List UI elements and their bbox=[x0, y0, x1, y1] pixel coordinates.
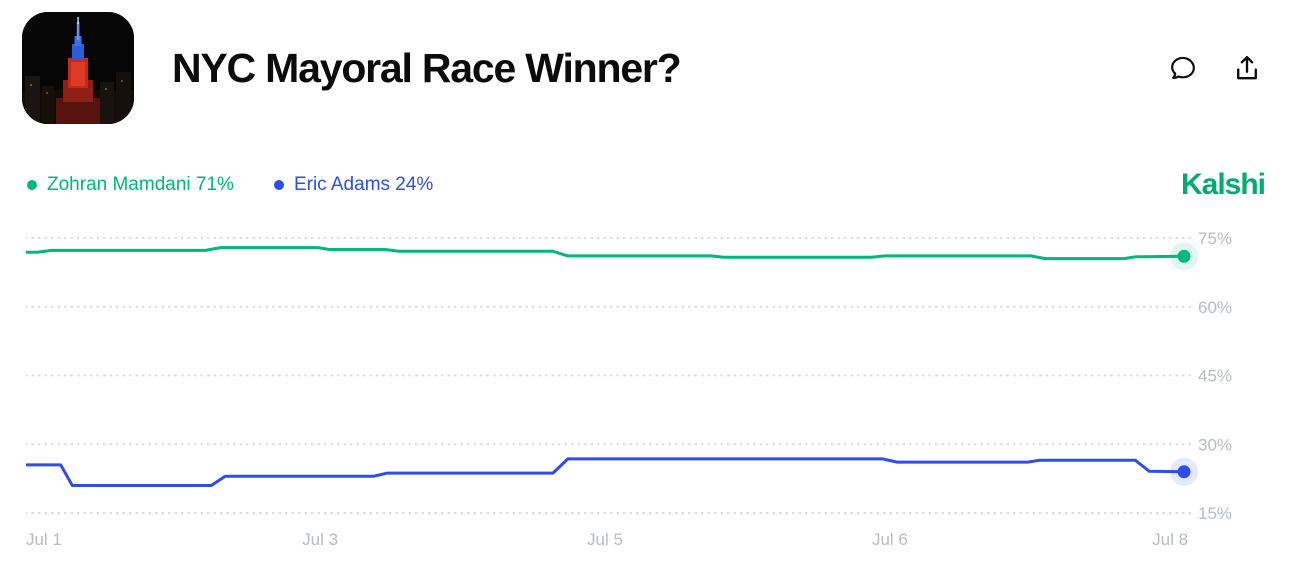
legend-item-mamdani: Zohran Mamdani 71% bbox=[27, 174, 234, 196]
share-button[interactable] bbox=[1232, 53, 1262, 83]
share-icon bbox=[1237, 56, 1257, 80]
comment-button[interactable] bbox=[1168, 53, 1198, 83]
x-tick-label: Jul 5 bbox=[587, 530, 623, 549]
legend-label: Eric Adams 24% bbox=[293, 174, 434, 195]
y-tick-label: 30% bbox=[1198, 435, 1232, 454]
empire-state-building-image bbox=[22, 12, 134, 124]
series-line bbox=[26, 457, 1186, 487]
chart-svg[interactable]: 75% 60% 45% 30% 15% Jul 1 Jul 3 Jul 5 Jul 6 Jul 8 bbox=[26, 210, 1266, 560]
y-tick-label: 75% bbox=[1198, 229, 1232, 248]
y-tick-label: 45% bbox=[1198, 367, 1232, 386]
series-line bbox=[26, 246, 1186, 261]
market-header: NYC Mayoral Race Winner? bbox=[0, 0, 1292, 124]
legend-item-adams: Eric Adams 24% bbox=[273, 174, 434, 196]
series-end-dot bbox=[1177, 465, 1191, 479]
price-chart[interactable]: 75% 60% 45% 30% 15% Jul 1 Jul 3 Jul 5 Jul 6 Jul 8 bbox=[0, 210, 1292, 560]
comment-icon bbox=[1171, 56, 1195, 79]
x-tick-label: Jul 6 bbox=[872, 530, 908, 549]
kalshi-logo: Kalshi bbox=[1180, 168, 1266, 201]
x-tick-label: Jul 8 bbox=[1152, 530, 1188, 549]
series-end-dot bbox=[1177, 249, 1191, 263]
chart-legend: Zohran Mamdani 71% Eric Adams 24% Kalshi bbox=[0, 168, 1292, 202]
header-actions bbox=[1168, 53, 1262, 83]
page-title: NYC Mayoral Race Winner? bbox=[172, 44, 682, 91]
legend-bullet-icon bbox=[273, 180, 284, 190]
y-tick-label: 60% bbox=[1198, 298, 1232, 317]
legend-label: Zohran Mamdani 71% bbox=[47, 174, 234, 195]
market-thumbnail[interactable] bbox=[22, 12, 134, 124]
legend-bullet-icon bbox=[27, 180, 37, 190]
x-tick-label: Jul 3 bbox=[302, 530, 338, 549]
x-tick-label: Jul 1 bbox=[26, 530, 62, 549]
y-tick-label: 15% bbox=[1198, 504, 1232, 523]
